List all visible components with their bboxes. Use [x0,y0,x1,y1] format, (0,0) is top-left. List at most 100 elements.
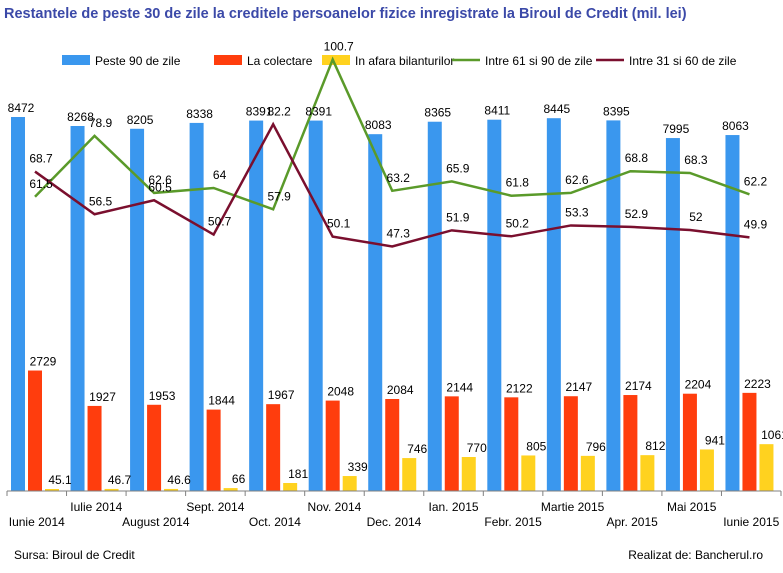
data-label-layer: 8472 2729 45.1 8268 1927 46.7 8205 1953 46.6 8338… [8,40,783,487]
bar-label-s1-11: 8395 [603,104,630,118]
bar-label-s2-13: 2223 [744,377,771,391]
bar-label-s2-11: 2174 [625,379,652,393]
bar-s1-10 [546,118,561,491]
line-label-s1-10: 62.6 [565,173,589,187]
x-tick-label-5: Oct. 2014 [249,515,301,529]
line-layer [34,56,750,248]
line-label-s1-6: 100.7 [324,40,354,54]
bar-s3-4 [223,488,238,491]
line-label-s2-5: 82.2 [267,104,291,118]
bar-s1-11 [606,120,621,491]
line-label-s2-9: 50.2 [506,216,530,230]
bar-s2-6 [325,400,340,491]
x-tick-label-6: Nov. 2014 [308,500,362,514]
bar-s2-12 [682,393,697,491]
bar-s2-8 [444,396,459,491]
line-label-s1-8: 65.9 [446,161,470,175]
bar-label-s3-10: 796 [586,440,606,454]
bar-label-s1-13: 8063 [722,119,749,133]
line-series-1 [34,56,750,211]
bar-label-s3-9: 805 [526,439,546,453]
bar-label-s1-6: 8391 [305,105,332,119]
legend-label-5: Intre 31 si 60 de zile [629,54,737,68]
line-label-s1-12: 68.3 [684,153,708,167]
bar-s1-1 [11,117,25,491]
bar-label-s2-6: 2048 [327,385,354,399]
bar-s2-2 [87,405,102,491]
bar-s1-6 [308,120,323,492]
source-note: Sursa: Biroul de Credit [14,548,135,562]
line-label-s1-2: 78.9 [89,116,113,130]
line-label-s2-12: 52 [689,210,703,224]
line-label-s1-1: 61.5 [29,177,53,191]
legend-swatch-2 [214,55,242,65]
bar-s1-5 [249,120,264,492]
chart-title: Restantele de peste 30 de zile la credit… [4,6,687,22]
x-tick-label-1: Iunie 2014 [9,515,65,529]
bar-label-s2-9: 2122 [506,381,533,395]
legend-label-3: In afara bilanturilor [355,54,454,68]
bar-s3-6 [342,476,357,491]
bar-label-s3-3: 46.6 [167,473,191,487]
bar-label-s3-2: 46.7 [108,473,132,487]
bar-label-s3-13: 1061 [761,428,783,442]
bar-s2-7 [385,399,400,491]
bar-label-s2-3: 1953 [149,389,176,403]
bar-label-s2-10: 2147 [565,380,592,394]
bar-s1-2 [70,126,85,491]
bar-s2-5 [266,404,281,491]
x-tick-label-12: Mai 2015 [667,500,717,514]
bar-label-s1-4: 8338 [186,107,213,121]
bar-s2-4 [206,409,221,491]
bar-label-s3-5: 181 [288,467,308,481]
bar-s3-12 [699,449,714,491]
bar-s1-13 [725,135,740,491]
line-label-s2-1: 68.7 [29,152,53,166]
legend-label-1: Peste 90 de zile [95,54,181,68]
bar-s3-10 [580,455,595,491]
bar-label-s3-7: 746 [407,442,427,456]
x-tick-label-8: Ian. 2015 [429,500,479,514]
bar-label-s1-12: 7995 [663,122,690,136]
bar-label-s2-8: 2144 [446,380,473,394]
line-label-s2-6: 50.1 [327,217,351,231]
bar-label-s1-2: 8268 [67,110,94,124]
line-label-s2-10: 53.3 [565,205,589,219]
bar-s2-13 [742,392,757,491]
line-label-s2-2: 56.5 [89,194,113,208]
bar-s3-13 [759,444,774,491]
line-label-s2-8: 51.9 [446,210,470,224]
legend-swatch-1 [62,55,90,65]
bar-s3-2 [104,488,119,491]
bar-label-s2-1: 2729 [30,355,57,369]
bar-s2-10 [563,396,578,491]
bar-label-s1-10: 8445 [543,102,570,116]
bar-s3-5 [283,483,298,491]
x-tick-label-10: Martie 2015 [541,500,605,514]
x-tick-label-11: Apr. 2015 [606,515,658,529]
bar-s3-11 [640,455,655,491]
bar-label-s3-6: 339 [348,460,368,474]
line-label-s2-4: 50.7 [208,215,232,229]
x-tick-label-3: August 2014 [122,515,190,529]
bar-label-s3-12: 941 [705,433,725,447]
bar-label-s1-8: 8365 [424,106,451,120]
line-label-s1-9: 61.8 [506,176,530,190]
legend-label-4: Intre 61 si 90 de zile [485,54,593,68]
line-series-2 [34,121,750,248]
bar-label-s2-7: 2084 [387,383,414,397]
bar-label-s1-7: 8083 [365,118,392,132]
legend: Peste 90 de zile La colectare In afara bil… [62,54,737,68]
bar-s3-9 [521,455,536,491]
bar-label-s2-2: 1927 [89,390,116,404]
x-tick-label-7: Dec. 2014 [367,515,422,529]
x-tick-label-9: Febr. 2015 [484,515,542,529]
bar-label-s3-11: 812 [645,439,665,453]
bar-s3-8 [461,457,476,491]
bar-s1-9 [487,119,502,491]
bar-s1-12 [665,138,680,491]
legend-swatch-3 [322,55,350,65]
bar-s1-8 [427,121,442,491]
